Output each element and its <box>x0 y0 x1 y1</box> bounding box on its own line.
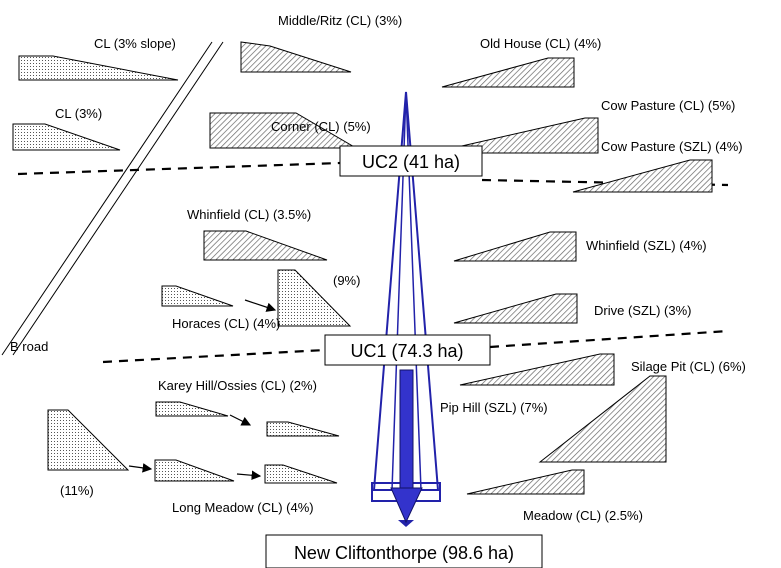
wedge-steep-11 <box>47 409 130 471</box>
b-road <box>1 41 224 356</box>
label-meadow: Meadow (CL) (2.5%) <box>523 508 643 523</box>
wedge-meadow <box>466 469 585 495</box>
label-pct-9: (9%) <box>333 273 360 288</box>
wedge-cl-slope <box>18 55 179 81</box>
wedge-long-meadow <box>154 459 235 482</box>
label-corner: Corner (CL) (5%) <box>271 119 371 134</box>
label-karey-hill: Karey Hill/Ossies (CL) (2%) <box>158 378 317 393</box>
label-pip-hill: Pip Hill (SZL) (7%) <box>440 400 548 415</box>
wedge-cow-pasture-cl <box>430 117 599 154</box>
label-whinfield-szl: Whinfield (SZL) (4%) <box>586 238 707 253</box>
flow-arrow-tip <box>398 520 414 527</box>
arrow-karey-hill <box>229 414 252 426</box>
wedge-drive <box>453 293 578 324</box>
wedge-old-house <box>441 57 575 88</box>
wedge-steep-9 <box>277 269 352 327</box>
wedge-middle-ritz <box>240 41 352 73</box>
wedge-long-meadow-2 <box>264 464 338 484</box>
box-uc1: UC1 (74.3 ha) <box>324 334 491 366</box>
wedge-whinfield-szl <box>453 231 577 262</box>
solid-flow-arrow <box>390 369 423 524</box>
arrow-horaces-to-9 <box>244 299 277 312</box>
box-outlet: New Cliftonthorpe (98.6 ha) <box>265 534 543 568</box>
label-cow-pasture-cl: Cow Pasture (CL) (5%) <box>601 98 735 113</box>
upper-boundary-line <box>17 161 729 187</box>
wedge-karey-hill <box>155 401 229 417</box>
box-uc2: UC2 (41 ha) <box>339 145 483 177</box>
arrow-steep-11-to-long-meadow <box>128 463 153 473</box>
lower-boundary-line <box>102 329 729 364</box>
label-silage-pit: Silage Pit (CL) (6%) <box>631 359 746 374</box>
label-long-meadow: Long Meadow (CL) (4%) <box>172 500 314 515</box>
wedge-whinfield-cl <box>203 230 328 261</box>
label-cl-3: CL (3%) <box>55 106 102 121</box>
uc2-label: UC2 (41 ha) <box>362 152 460 172</box>
uc1-label: UC1 (74.3 ha) <box>350 341 463 361</box>
arrow-long-meadow <box>236 470 262 481</box>
wedge-silage-pit <box>459 353 615 386</box>
label-b-road: B road <box>10 339 48 354</box>
label-old-house: Old House (CL) (4%) <box>480 36 601 51</box>
label-horaces: Horaces (CL) (4%) <box>172 316 280 331</box>
wedge-horaces <box>161 285 234 307</box>
label-middle-ritz: Middle/Ritz (CL) (3%) <box>278 13 402 28</box>
label-whinfield-cl: Whinfield (CL) (3.5%) <box>187 207 311 222</box>
label-drive: Drive (SZL) (3%) <box>594 303 692 318</box>
wedge-cl-3 <box>12 123 121 151</box>
label-cow-pasture-szl: Cow Pasture (SZL) (4%) <box>601 139 743 154</box>
wedge-cow-pasture-szl <box>572 159 713 193</box>
label-pct-11: (11%) <box>60 483 94 498</box>
outlet-label: New Cliftonthorpe (98.6 ha) <box>294 543 514 563</box>
wedge-pip-hill <box>538 375 667 463</box>
wedge-karey-hill-2 <box>266 421 340 437</box>
label-cl-slope: CL (3% slope) <box>94 36 176 51</box>
